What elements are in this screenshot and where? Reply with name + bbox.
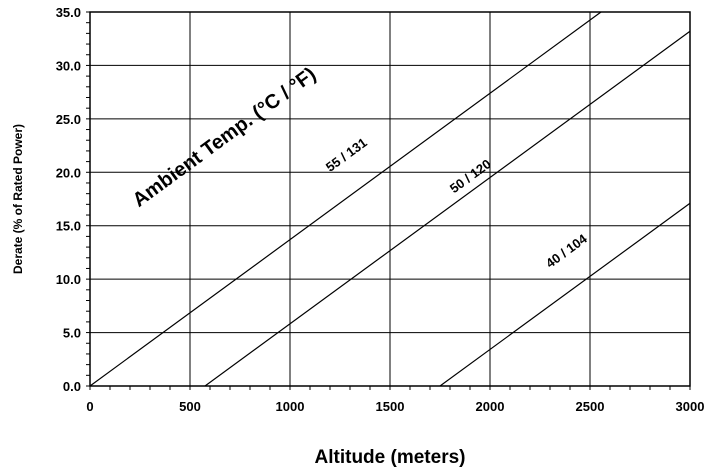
series-label: 50 / 120 [447, 156, 494, 196]
x-tick-label: 3000 [676, 399, 705, 414]
series-layer [89, 11, 691, 387]
y-tick-label: 20.0 [56, 165, 81, 180]
x-tick-label: 500 [179, 399, 201, 414]
y-tick-label: 35.0 [56, 5, 81, 20]
y-tick-labels: 0.0 5.0 10.0 15.0 20.0 25.0 30.0 35.0 [56, 5, 81, 394]
series-label: 55 / 131 [323, 135, 370, 175]
series-labels: 55 / 131 50 / 120 40 / 104 [323, 135, 590, 271]
plot-frame [89, 11, 691, 387]
series-line [439, 202, 691, 387]
y-tick-label: 0.0 [63, 379, 81, 394]
x-axis-title: Altitude (meters) [315, 447, 466, 468]
x-tick-label: 1000 [276, 399, 305, 414]
y-tick-label: 25.0 [56, 112, 81, 127]
x-tick-label: 2000 [476, 399, 505, 414]
series-label: 40 / 104 [543, 231, 590, 271]
x-tick-label: 0 [86, 399, 93, 414]
series-line [89, 11, 602, 387]
ambient-temp-annotation: Ambient Temp. (°C / °F) [129, 63, 320, 211]
y-tick-label: 15.0 [56, 219, 81, 234]
y-tick-label: 30.0 [56, 58, 81, 73]
x-tick-labels: 0 500 1000 1500 2000 2500 3000 [86, 399, 704, 414]
series-line [204, 30, 691, 387]
x-tick-label: 2500 [576, 399, 605, 414]
y-tick-label: 5.0 [63, 326, 81, 341]
y-tick-label: 10.0 [56, 272, 81, 287]
grid-layer [89, 11, 691, 387]
y-axis-title: Derate (% of Rated Power) [11, 124, 25, 274]
minor-ticks [86, 11, 691, 390]
x-tick-label: 1500 [376, 399, 405, 414]
